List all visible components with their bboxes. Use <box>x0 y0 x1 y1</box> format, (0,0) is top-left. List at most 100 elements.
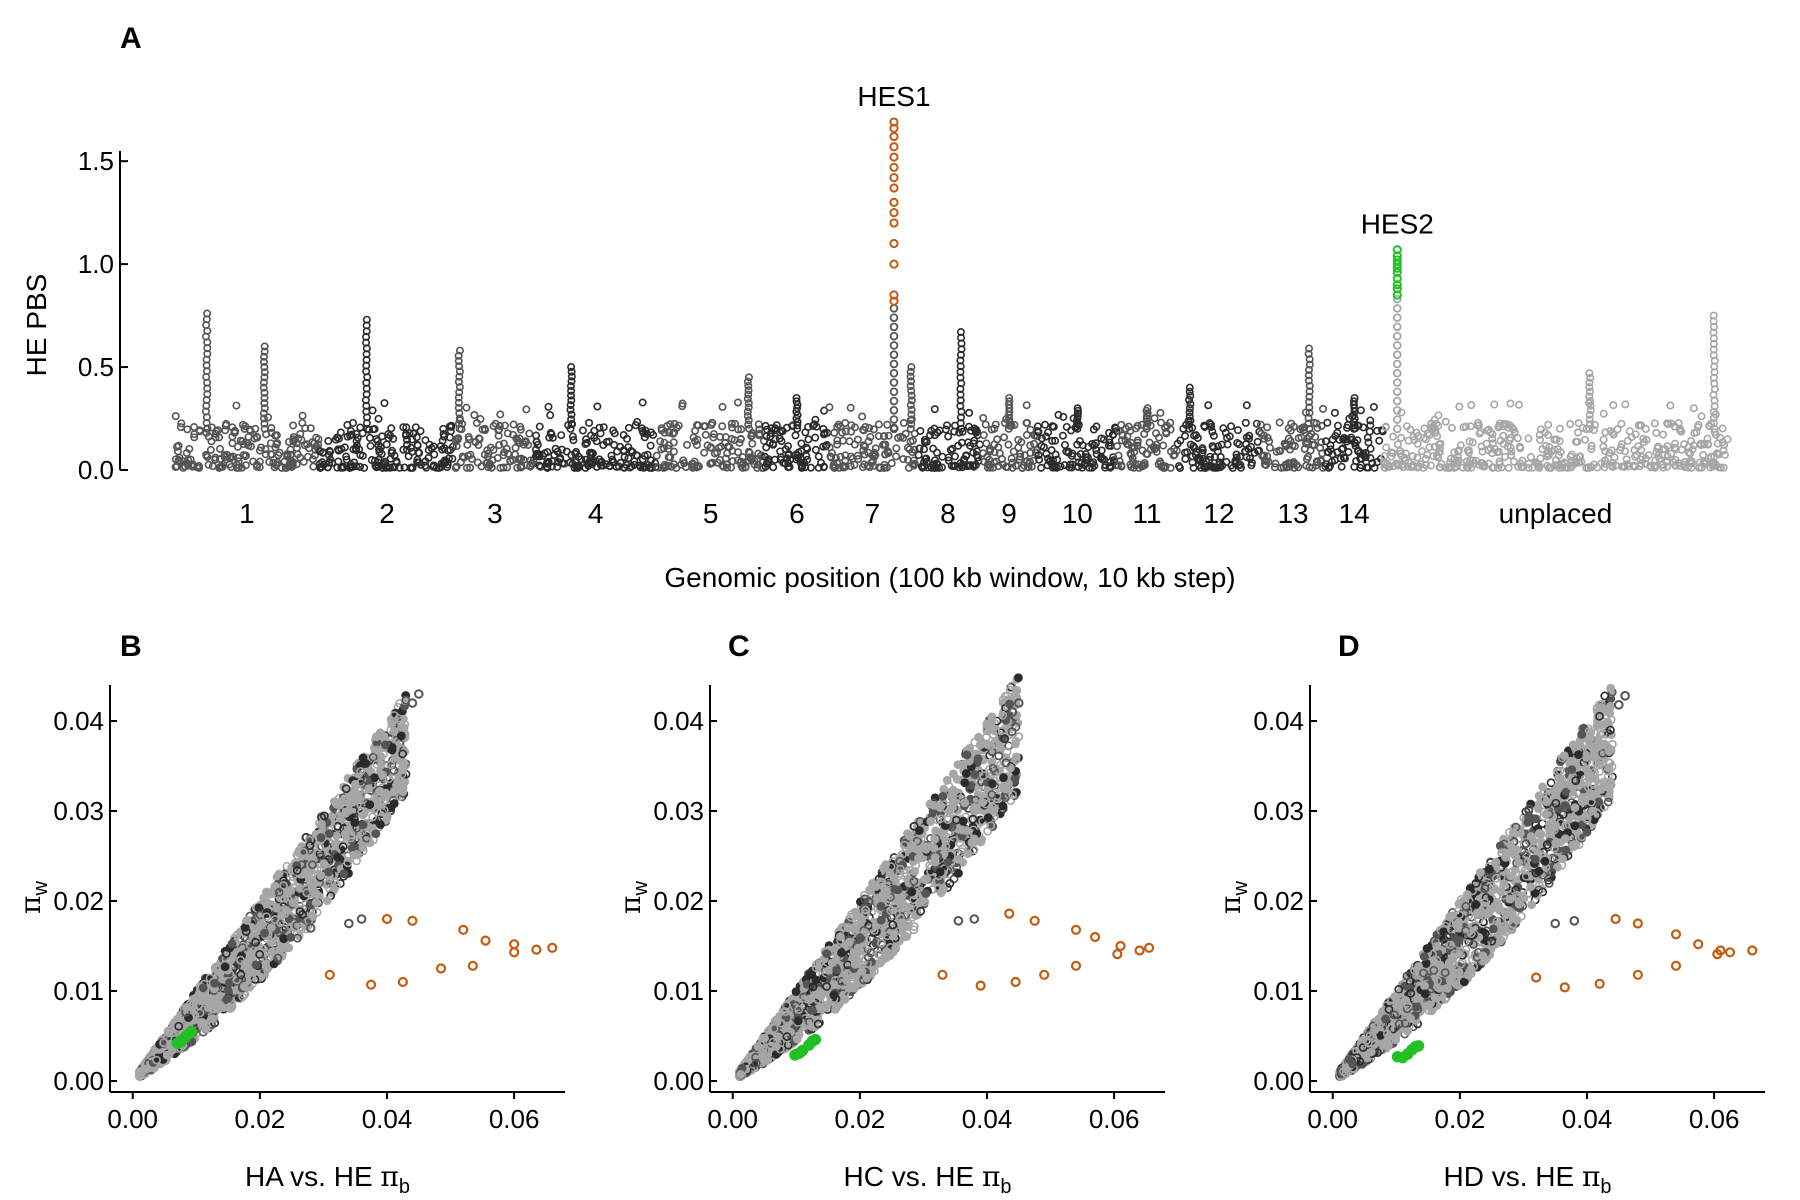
pbs-point <box>1573 428 1582 437</box>
pbs-point <box>1404 436 1413 445</box>
pbs-point <box>181 462 190 471</box>
pbs-point <box>1369 402 1378 411</box>
window-point <box>378 770 387 780</box>
pbs-point <box>1599 409 1608 418</box>
pbs-point <box>401 431 410 440</box>
pbs-point <box>1401 449 1410 458</box>
pbs-point <box>230 426 239 435</box>
pbs-point <box>232 401 241 410</box>
window-point <box>167 1045 177 1055</box>
pbs-point <box>1256 420 1265 429</box>
pbs-point <box>486 443 495 452</box>
highlight-point <box>889 208 899 218</box>
pbs-point <box>202 428 211 437</box>
pbs-point <box>1567 463 1576 472</box>
pbs-point <box>910 445 919 454</box>
pbs-point <box>375 448 384 457</box>
pbs-point <box>1488 463 1497 472</box>
highlight-point <box>1392 245 1402 255</box>
peak-point <box>455 367 464 376</box>
pbs-point <box>1081 456 1090 465</box>
pbs-point <box>1586 462 1595 471</box>
pbs-point <box>1408 452 1417 461</box>
highlight-point <box>1392 251 1402 261</box>
pbs-point <box>859 441 868 450</box>
pbs-point <box>311 445 320 454</box>
pbs-point <box>607 451 616 460</box>
pbs-point <box>1431 428 1440 437</box>
pbs-point <box>1621 447 1630 456</box>
pbs-point <box>1474 460 1483 469</box>
window-point <box>308 912 318 921</box>
pbs-point <box>1263 423 1272 432</box>
pbs-point <box>446 446 455 455</box>
pbs-point <box>1363 433 1372 442</box>
pbs-point <box>820 406 829 415</box>
window-point <box>150 1045 160 1055</box>
highlight-point <box>889 296 899 306</box>
window-point <box>292 866 302 875</box>
pbs-point <box>1076 450 1085 459</box>
pbs-point <box>1606 427 1615 436</box>
pbs-point <box>670 428 679 437</box>
pbs-point <box>930 405 939 414</box>
pbs-point <box>516 425 525 434</box>
chromosome-label: 9 <box>1001 498 1017 529</box>
panel-letter-d: D <box>1338 630 1360 663</box>
pbs-point <box>1114 451 1123 460</box>
window-point <box>215 968 225 978</box>
hes1-point <box>480 935 491 946</box>
panel-letter-b: B <box>120 630 142 663</box>
pbs-point <box>1300 444 1309 453</box>
window-point <box>286 933 296 942</box>
pbs-point <box>1641 425 1650 434</box>
pbs-point <box>909 456 918 465</box>
window-point <box>251 937 260 947</box>
pbs-point <box>1207 462 1216 471</box>
pbs-point <box>424 453 433 462</box>
pbs-point <box>1080 460 1089 469</box>
pbs-point <box>1027 462 1036 471</box>
peak-point <box>260 368 269 377</box>
pbs-point <box>949 462 958 471</box>
pbs-point <box>854 454 863 463</box>
window-point <box>324 829 334 838</box>
pbs-point <box>494 426 503 435</box>
pbs-point <box>1495 460 1504 469</box>
pbs-point <box>1364 438 1373 447</box>
pbs-point <box>572 447 581 456</box>
peak-point <box>567 367 576 376</box>
pbs-point <box>717 442 726 451</box>
pbs-point <box>1245 431 1254 440</box>
pbs-point <box>846 403 855 412</box>
pbs-point <box>610 429 619 438</box>
pbs-point <box>1227 422 1236 431</box>
pbs-point <box>1217 440 1226 449</box>
x-tick-label: 0.00 <box>707 1104 758 1134</box>
pbs-point <box>830 428 839 437</box>
peak-point <box>907 363 916 372</box>
peak-point <box>260 373 269 382</box>
peak-point <box>260 347 269 356</box>
pbs-point <box>1330 456 1339 465</box>
pbs-point <box>674 421 683 430</box>
pbs-point <box>1366 416 1375 425</box>
pbs-point <box>546 428 555 437</box>
peak-point <box>567 396 576 405</box>
pbs-point <box>892 452 901 461</box>
peak-point <box>1392 359 1402 369</box>
window-point <box>963 849 973 859</box>
window-point <box>343 858 353 868</box>
pbs-point <box>1030 439 1039 448</box>
pbs-point <box>833 440 842 449</box>
pbs-point <box>1652 428 1661 437</box>
pbs-point <box>1195 454 1204 463</box>
pbs-point <box>958 463 967 472</box>
chromosome-label: 10 <box>1062 498 1093 529</box>
pbs-point <box>1550 435 1559 444</box>
pbs-point <box>1718 424 1727 433</box>
pbs-point <box>487 463 496 472</box>
window-point <box>397 723 407 732</box>
chromosome-label: 6 <box>789 498 805 529</box>
pbs-point <box>1166 447 1175 456</box>
